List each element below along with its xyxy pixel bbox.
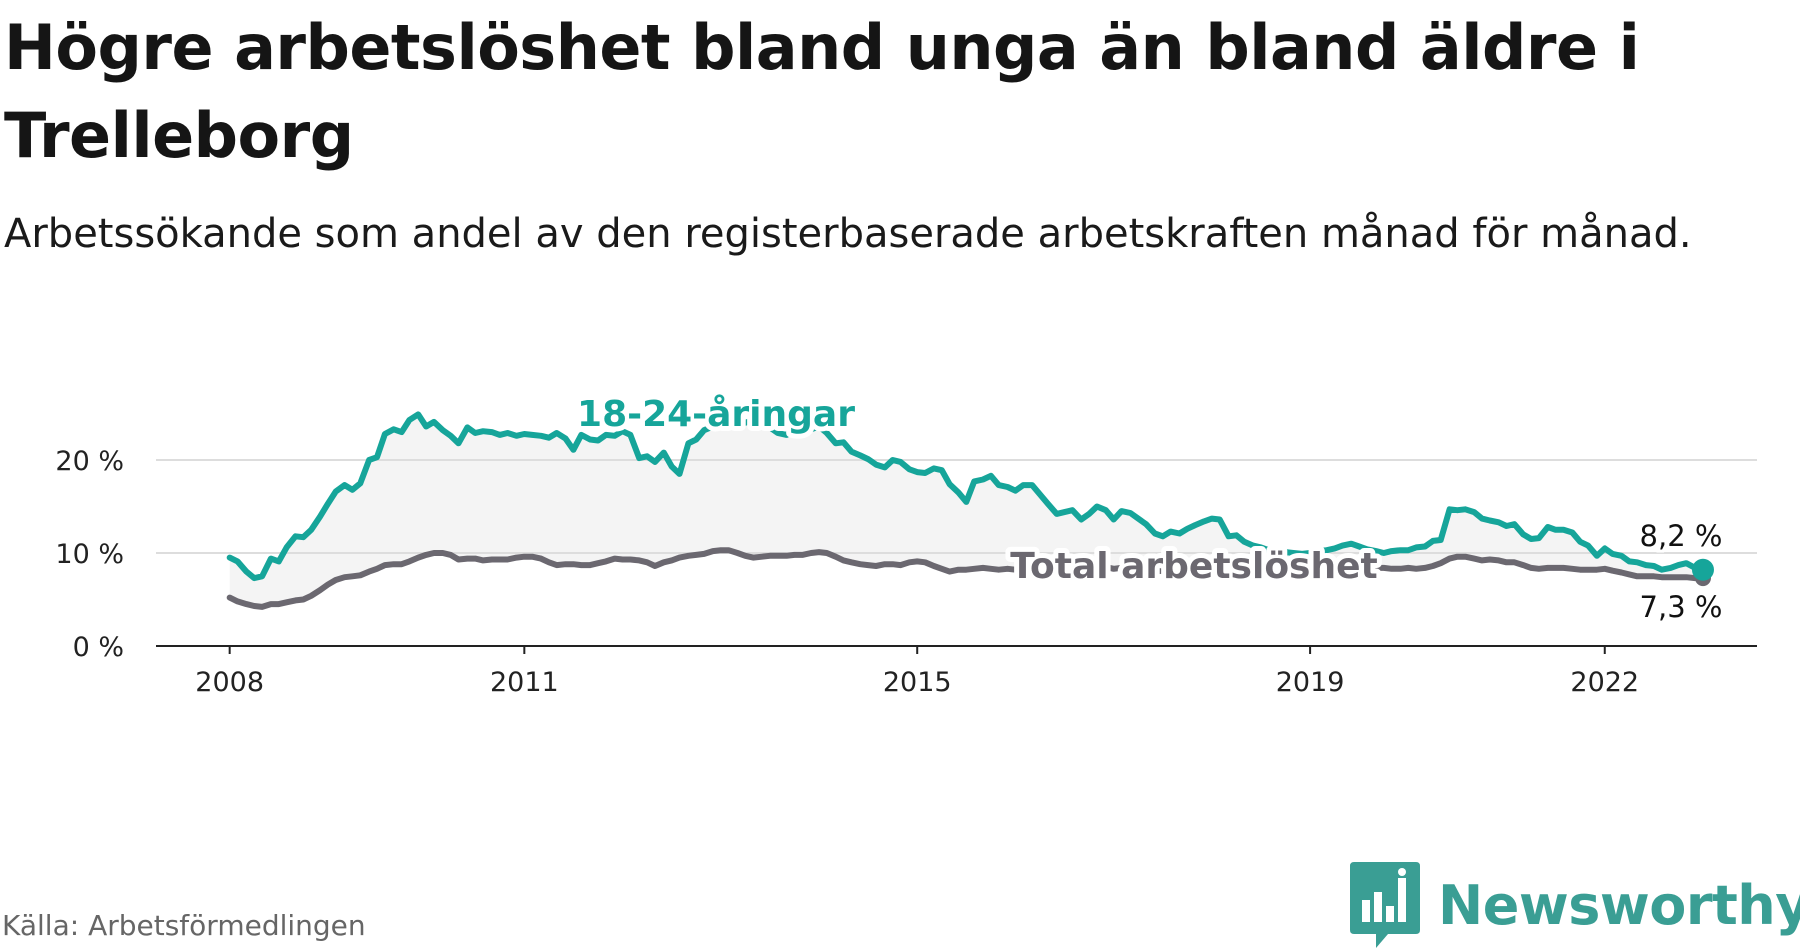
x-tick-label: 2015: [883, 667, 952, 698]
x-tick-label: 2019: [1276, 667, 1345, 698]
gap-band-layer: [229, 414, 1704, 607]
newsworthy-logo[interactable]: Newsworthy: [1348, 860, 1800, 950]
source-note: Källa: Arbetsförmedlingen: [2, 909, 366, 942]
y-tick-label: 0 %: [73, 632, 124, 663]
x-tick-label: 2011: [490, 667, 559, 698]
total-unemployment-line: [226, 547, 1706, 610]
youth-series-label: 18-24-åringar: [577, 394, 855, 435]
x-tick-label: 2022: [1570, 667, 1639, 698]
chart-subtitle: Arbetssökande som andel av den registerb…: [4, 211, 1692, 257]
chart-title: Högre arbetslöshet bland unga än bland ä…: [4, 11, 1640, 172]
newsworthy-logo-text: Newsworthy: [1438, 873, 1800, 937]
youth-end-value-label: 8,2 %: [1640, 519, 1723, 553]
youth-unemployment-line: [226, 411, 1706, 582]
series-labels-layer: 18-24-åringar Total arbetslöshet 8,2 % 7,3 …: [572, 389, 1725, 627]
y-tick-label: 10 %: [55, 539, 124, 570]
axes-layer: 0 % 10 % 20 % 2008 2011 2015 2019 2022: [55, 446, 1757, 698]
y-tick-label: 20 %: [55, 446, 124, 477]
newsworthy-logo-icon: [1350, 862, 1420, 948]
gap-band: [229, 414, 1704, 607]
youth-end-point: [1691, 558, 1714, 581]
x-tick-label: 2008: [195, 667, 264, 698]
total-end-value-label: 7,3 %: [1640, 590, 1723, 624]
total-series-label: Total arbetslöshet: [1010, 546, 1378, 587]
series-layer: [226, 411, 1714, 610]
